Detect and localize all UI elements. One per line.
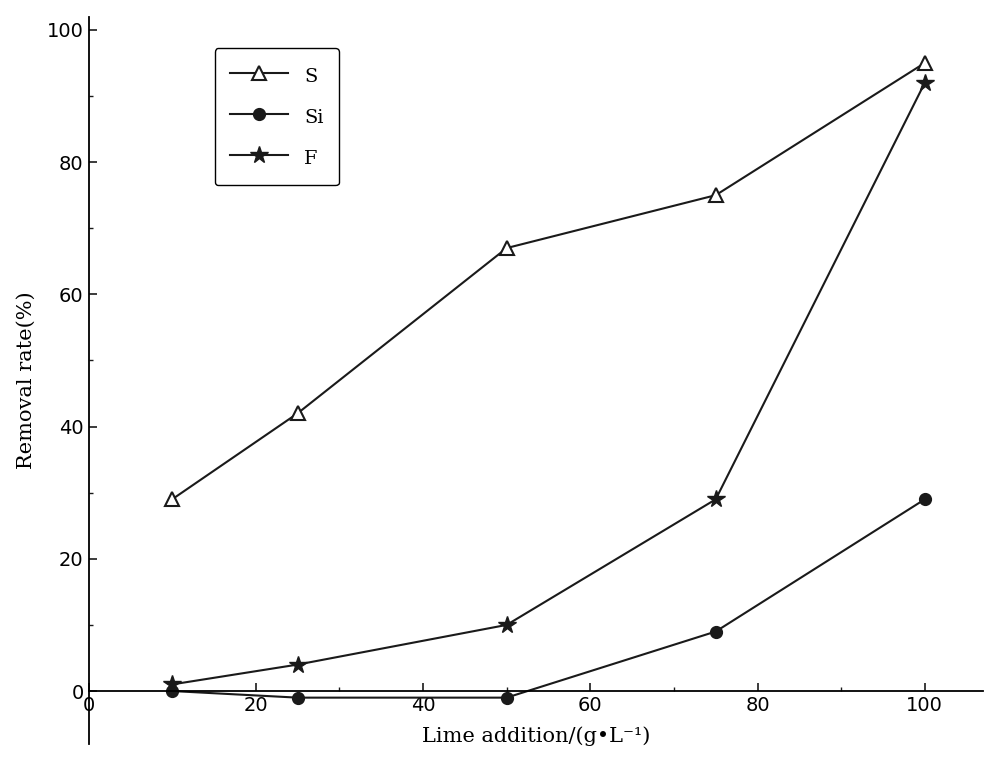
Si — [919, 495, 931, 504]
Si — [166, 686, 178, 696]
Si — [292, 693, 304, 703]
Legend: S, Si, F: S, Si, F — [215, 48, 339, 185]
Line: S: S — [165, 56, 932, 506]
Y-axis label: Removal rate(%): Removal rate(%) — [17, 292, 36, 469]
Line: Si: Si — [167, 494, 930, 703]
F — [919, 78, 931, 87]
S — [919, 59, 931, 68]
F — [292, 660, 304, 669]
Si — [501, 693, 513, 703]
S — [501, 243, 513, 252]
S — [166, 495, 178, 504]
X-axis label: Lime addition/(g•L⁻¹): Lime addition/(g•L⁻¹) — [422, 726, 650, 746]
Line: F: F — [163, 74, 934, 693]
F — [710, 495, 722, 504]
F — [166, 680, 178, 689]
S — [710, 191, 722, 200]
S — [292, 408, 304, 418]
F — [501, 620, 513, 629]
Si — [710, 627, 722, 636]
